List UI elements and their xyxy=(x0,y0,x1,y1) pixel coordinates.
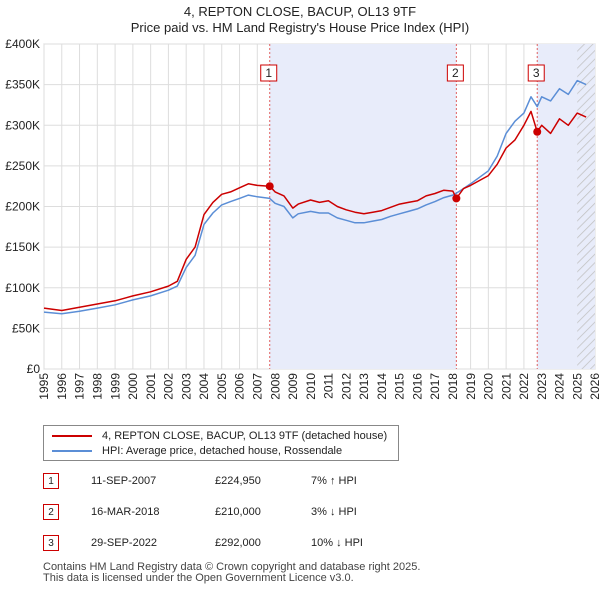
chart-title: 4, REPTON CLOSE, BACUP, OL13 9TF Price p… xyxy=(0,4,600,36)
legend: 4, REPTON CLOSE, BACUP, OL13 9TF (detach… xyxy=(43,425,399,461)
legend-line-blue xyxy=(52,450,92,452)
table-row: 3 29-SEP-2022 £292,000 10% ↓ HPI xyxy=(43,535,443,553)
x-tick-labels: 1995 1996 1997 1998 1999 2000 2001 2002 2003 2004… xyxy=(37,373,600,400)
sale-point xyxy=(265,182,274,191)
x-tick-label: 1999 xyxy=(108,373,122,400)
y-tick-label: £100K xyxy=(5,281,40,295)
x-tick-label: 1998 xyxy=(91,373,105,400)
y-tick-label: £300K xyxy=(5,118,40,132)
x-tick-label: 2014 xyxy=(375,373,389,400)
x-tick-label: 2013 xyxy=(357,373,371,400)
sale-point xyxy=(452,194,461,203)
x-tick-label: 2005 xyxy=(215,373,229,400)
footer-line-2: This data is licensed under the Open Gov… xyxy=(43,572,354,584)
y-tick-label: £250K xyxy=(5,159,40,173)
sale-label-text: 3 xyxy=(533,66,540,80)
sale-number-badge: 3 xyxy=(43,535,59,551)
sale-label-box xyxy=(260,64,278,82)
x-tick-label: 2021 xyxy=(499,373,513,400)
y-tick-labels: £0 £50K £100K £150K £200K £250K £300K £350K £400… xyxy=(5,37,40,376)
y-tick-label: £150K xyxy=(5,240,40,254)
x-tick-label: 2020 xyxy=(482,373,496,400)
sale-price: £292,000 xyxy=(215,537,261,549)
sale-label-box xyxy=(446,64,464,82)
y-tick-label: £0 xyxy=(27,362,41,376)
x-tick-label: 1995 xyxy=(37,373,51,400)
series-lines xyxy=(43,79,587,315)
x-tick-label: 2018 xyxy=(446,373,460,400)
sale-hpi-diff: 7% ↑ HPI xyxy=(311,475,357,487)
x-tick-label: 2007 xyxy=(250,373,264,400)
x-tick-label: 2002 xyxy=(162,373,176,400)
sale-number-badge: 2 xyxy=(43,504,59,520)
x-tick-label: 2015 xyxy=(393,373,407,400)
sale-date: 11-SEP-2007 xyxy=(91,475,157,487)
title-line-2: Price paid vs. HM Land Registry's House … xyxy=(130,20,470,35)
table-row: 1 11-SEP-2007 £224,950 7% ↑ HPI xyxy=(43,473,443,491)
property-price-line xyxy=(43,110,587,312)
hpi-line xyxy=(43,79,587,315)
y-tick-label: £350K xyxy=(5,78,40,92)
x-tick-label: 2010 xyxy=(304,373,318,400)
x-tick-label: 2006 xyxy=(233,373,247,400)
sale-date: 16-MAR-2018 xyxy=(91,506,160,518)
x-tick-label: 2001 xyxy=(144,373,158,400)
sale-price: £210,000 xyxy=(215,506,261,518)
sale-number-badge: 1 xyxy=(43,473,59,489)
legend-label-property: 4, REPTON CLOSE, BACUP, OL13 9TF (detach… xyxy=(102,430,388,442)
sale-points xyxy=(265,127,542,203)
x-tick-label: 2024 xyxy=(553,373,567,400)
x-tick-label: 2019 xyxy=(464,373,478,400)
sale-hpi-diff: 10% ↓ HPI xyxy=(311,537,363,549)
sale-point xyxy=(533,127,542,136)
sale-labels: 1 2 3 xyxy=(260,64,545,82)
legend-item-hpi: HPI: Average price, detached house, Ross… xyxy=(52,444,342,458)
x-tick-label: 2017 xyxy=(428,373,442,400)
x-tick-label: 2025 xyxy=(570,373,584,400)
y-tick-label: £50K xyxy=(12,321,40,335)
y-tick-label: £400K xyxy=(5,37,40,51)
x-tick-label: 2003 xyxy=(179,373,193,400)
footer-attribution: Contains HM Land Registry data © Crown c… xyxy=(43,562,420,584)
y-tick-label: £200K xyxy=(5,200,40,214)
x-tick-label: 2008 xyxy=(268,373,282,400)
sale-label-text: 1 xyxy=(265,66,272,80)
x-tick-label: 2022 xyxy=(517,373,531,400)
x-tick-label: 2011 xyxy=(322,373,336,399)
chart-area: 1 2 3 £0 £50K £100K £150K £200K £250K £300K £350K… xyxy=(5,37,600,400)
table-row: 2 16-MAR-2018 £210,000 3% ↓ HPI xyxy=(43,504,443,522)
x-tick-label: 2012 xyxy=(339,373,353,400)
x-tick-label: 2026 xyxy=(588,373,600,400)
legend-line-red xyxy=(52,435,92,437)
x-tick-label: 2000 xyxy=(126,373,140,400)
footer-line-1: Contains HM Land Registry data © Crown c… xyxy=(43,561,421,573)
legend-item-property: 4, REPTON CLOSE, BACUP, OL13 9TF (detach… xyxy=(52,429,387,443)
shaded-period-1 xyxy=(269,44,457,369)
shaded-periods xyxy=(269,44,595,369)
sale-hpi-diff: 3% ↓ HPI xyxy=(311,506,357,518)
x-tick-label: 2023 xyxy=(535,373,549,400)
title-line-1: 4, REPTON CLOSE, BACUP, OL13 9TF xyxy=(183,4,417,19)
x-tick-label: 1996 xyxy=(55,373,69,400)
sale-label-box xyxy=(527,64,545,82)
x-tick-label: 2009 xyxy=(286,373,300,400)
x-tick-label: 1997 xyxy=(73,373,87,400)
x-tick-label: 2004 xyxy=(197,373,211,400)
x-tick-label: 2016 xyxy=(410,373,424,400)
sale-date: 29-SEP-2022 xyxy=(91,537,158,549)
sale-price: £224,950 xyxy=(215,475,261,487)
forecast-hatch xyxy=(577,44,595,369)
legend-label-hpi: HPI: Average price, detached house, Ross… xyxy=(102,445,343,457)
sale-label-text: 2 xyxy=(452,66,459,80)
